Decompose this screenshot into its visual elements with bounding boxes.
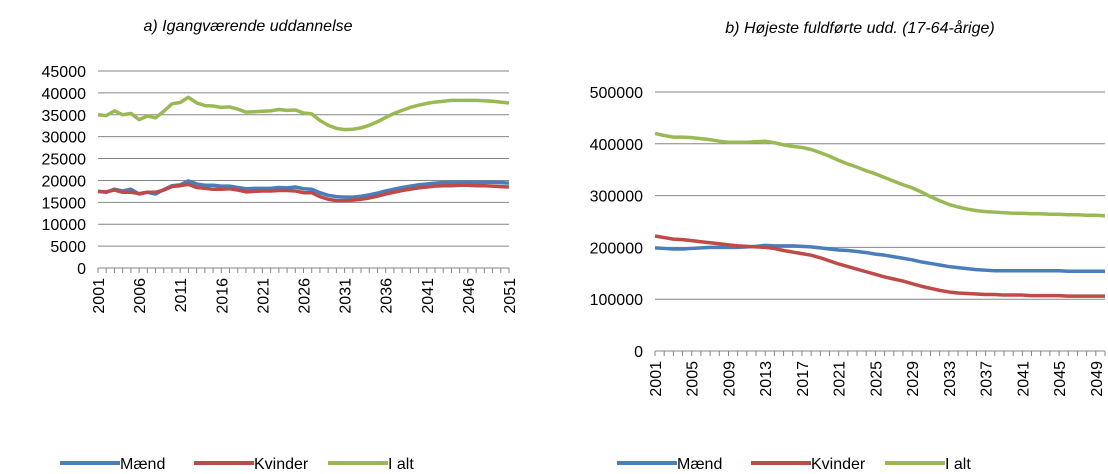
y-tick-label: 25000 [42,152,87,169]
y-tick-label: 200000 [590,240,643,257]
series-line [654,131,1106,218]
y-tick-label: 0 [634,344,643,361]
x-tick-label: 2013 [758,361,775,397]
x-tick-label: 2011 [173,278,190,313]
series-line [97,182,510,203]
legend-label: I alt [945,456,971,473]
x-tick-label: 2049 [1089,361,1106,397]
x-tick-label: 2005 [685,361,702,397]
x-tick-label: 2041 [420,278,437,314]
y-tick-label: 400000 [590,137,643,154]
x-tick-label: 2021 [255,278,272,314]
x-tick-label: 2036 [379,278,396,314]
y-tick-label: 500000 [590,85,643,102]
x-tick-label: 2009 [721,361,738,397]
legend-label: Kvinder [811,456,866,473]
y-tick-label: 20000 [42,173,87,190]
y-tick-label: 100000 [590,292,643,309]
legend-label: Mænd [677,456,722,473]
x-tick-label: 2001 [91,278,108,314]
legend-label: Mænd [120,456,165,473]
legend-label: Kvinder [254,456,309,473]
y-tick-label: 35000 [42,108,87,125]
x-tick-label: 2045 [1052,361,1069,397]
chart-title: b) Højeste fuldførte udd. (17-64-årige) [725,19,994,37]
y-tick-label: 30000 [42,130,87,147]
x-tick-label: 2046 [461,278,478,314]
x-tick-label: 2033 [942,361,959,397]
series-line [97,95,510,132]
y-tick-label: 5000 [50,239,86,256]
x-tick-label: 2006 [132,278,149,314]
legend-label: I alt [388,456,414,473]
series-line [654,234,1105,298]
x-tick-label: 2025 [868,361,885,397]
y-tick-label: 40000 [42,86,87,103]
y-tick-label: 45000 [42,64,87,81]
y-tick-label: 300000 [590,189,643,206]
chart-title: a) Igangværende uddannelse [143,18,352,35]
series-line [97,179,510,199]
x-tick-label: 2016 [214,278,231,314]
y-tick-label: 15000 [42,195,87,212]
x-tick-label: 2051 [502,278,519,314]
x-tick-label: 2041 [1015,361,1032,397]
x-tick-label: 2031 [338,278,355,314]
x-tick-label: 2001 [648,361,665,397]
x-tick-label: 2021 [832,361,849,397]
x-tick-label: 2026 [297,278,314,314]
x-tick-label: 2037 [979,361,996,397]
x-tick-label: 2017 [795,361,812,397]
y-tick-label: 10000 [42,217,87,234]
x-tick-label: 2029 [905,361,922,397]
y-tick-label: 0 [77,261,86,278]
series-line [654,243,1105,273]
